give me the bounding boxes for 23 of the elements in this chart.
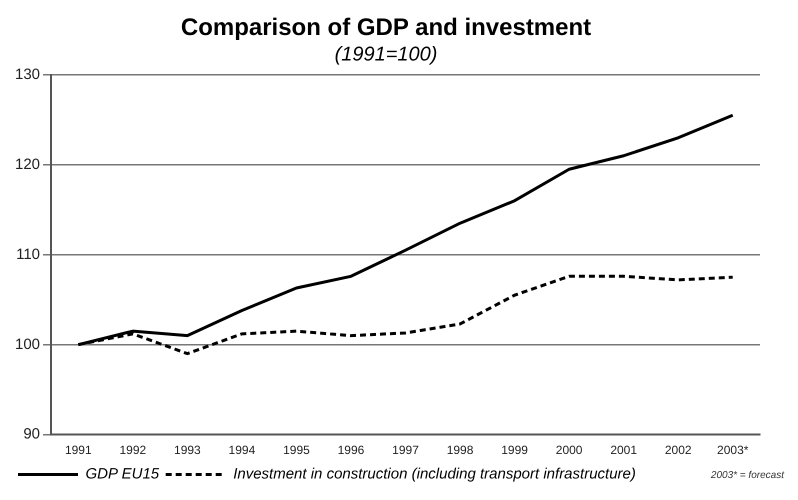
x-tick-label: 2000 [556, 443, 583, 458]
x-tick-label: 2002 [664, 443, 692, 458]
y-tick-label: 100 [14, 336, 40, 353]
chart-subtitle: (1991=100) [334, 43, 438, 66]
x-tick-label: 1994 [228, 443, 256, 458]
y-tick-label: 110 [16, 246, 40, 263]
x-tick-label: 1998 [446, 443, 474, 458]
x-tick-label: 1992 [119, 443, 146, 458]
chart-title: Comparison of GDP and investment [180, 14, 592, 42]
x-tick-label: 1997 [392, 443, 420, 458]
x-tick-label: 1991 [64, 443, 92, 458]
x-tick-label: 1999 [501, 443, 528, 458]
x-tick-label: 2001 [610, 443, 638, 458]
y-tick-label: 90 [23, 426, 40, 443]
x-tick-label: 2003* [717, 443, 749, 458]
x-tick-label: 1996 [338, 443, 365, 458]
legend-label: Investment in construction (including transport infrastructure) [233, 466, 636, 483]
y-tick-label: 130 [14, 66, 40, 83]
x-tick-label: 1995 [283, 443, 310, 458]
text: 2003* = forecast [710, 470, 786, 481]
y-tick-label: 120 [14, 156, 40, 173]
legend-label: GDP EU15 [86, 466, 160, 483]
x-tick-label: 1993 [174, 443, 202, 458]
